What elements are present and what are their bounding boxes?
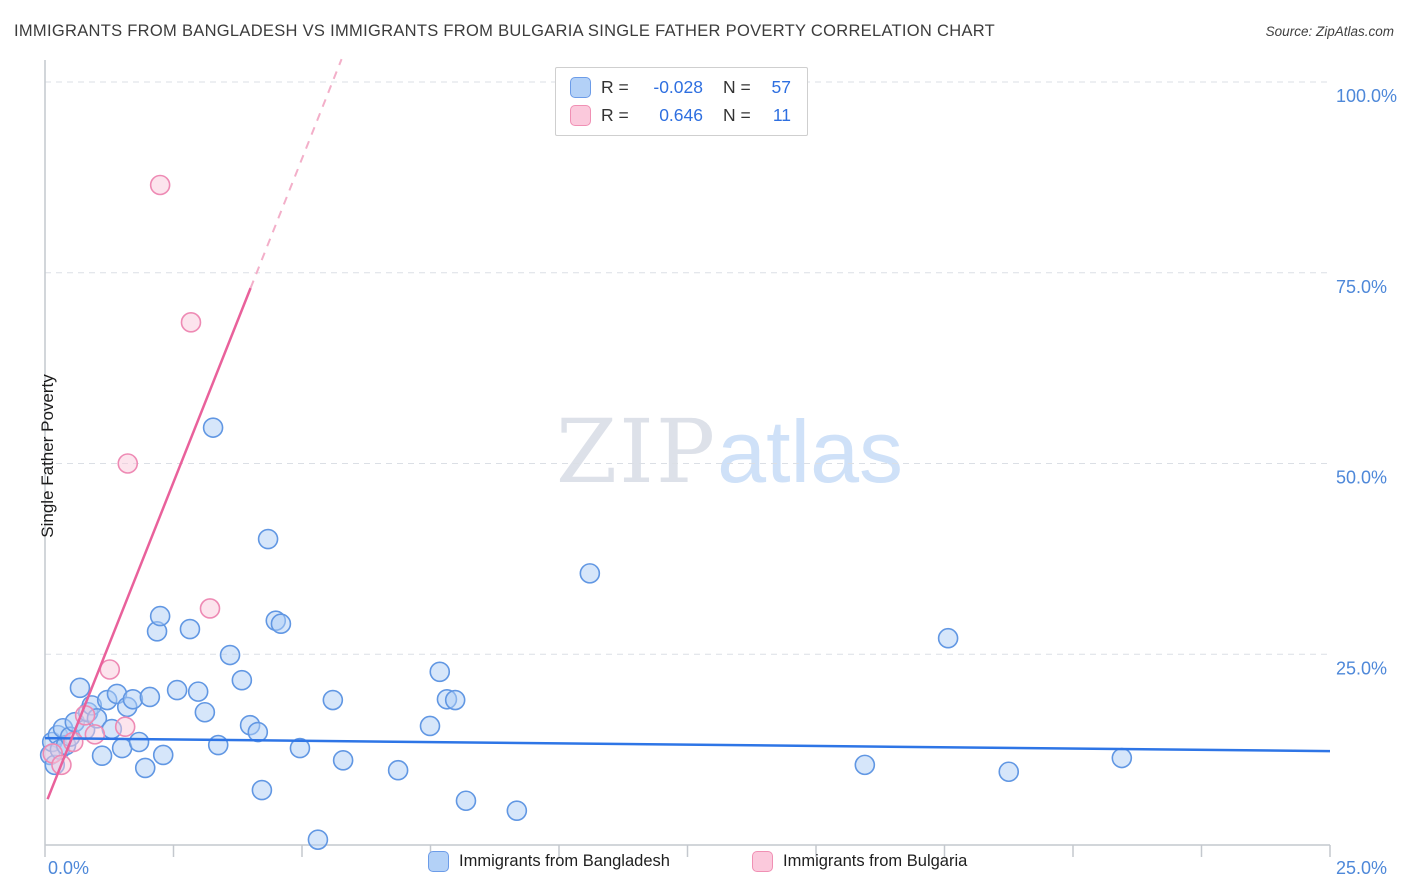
y-tick-label: 100.0% — [1336, 86, 1397, 106]
scatter-point — [187, 681, 209, 702]
scatter-point — [854, 754, 876, 776]
legend-row-bangladesh: R = -0.028 N = 57 — [570, 77, 791, 98]
bulgaria-swatch-icon — [570, 105, 591, 126]
scatter-point — [179, 618, 201, 640]
r-value: 0.646 — [659, 105, 703, 125]
scatter-point — [194, 701, 216, 723]
scatter-point — [322, 689, 344, 711]
scatter-point — [257, 528, 279, 550]
scatter-point — [251, 779, 273, 801]
scatter-point — [1111, 747, 1133, 769]
scatter-point — [69, 677, 91, 699]
n-label: N = — [723, 77, 751, 97]
scatter-point — [231, 669, 253, 691]
n-label: N = — [723, 105, 751, 125]
page-title: IMMIGRANTS FROM BANGLADESH VS IMMIGRANTS… — [14, 22, 996, 40]
scatter-point — [139, 686, 161, 708]
scatter-point — [289, 737, 311, 759]
scatter-point — [84, 724, 106, 745]
source-label: Source: — [1265, 24, 1313, 39]
bangladesh-swatch-icon — [570, 77, 591, 98]
n-value: 57 — [771, 77, 791, 97]
y-axis-title: Single Father Poverty — [38, 374, 57, 538]
r-label: R = — [601, 105, 629, 125]
bottom-legend-bangladesh: Immigrants from Bangladesh — [428, 851, 670, 872]
r-label: R = — [601, 77, 629, 97]
watermark: ZIPatlas — [556, 408, 903, 496]
scatter-point — [180, 312, 202, 333]
bottom-legend-label: Immigrants from Bulgaria — [783, 852, 968, 870]
scatter-point — [128, 731, 150, 753]
scatter-point — [152, 744, 174, 766]
n-value: 11 — [772, 105, 791, 125]
x-tick-label-min: 0.0% — [48, 858, 89, 878]
scatter-point — [387, 759, 409, 781]
scatter-point — [122, 688, 144, 710]
x-tick-label-max: 25.0% — [1336, 858, 1387, 878]
scatter-point — [149, 605, 171, 627]
y-tick-label: 75.0% — [1336, 277, 1387, 297]
scatter-point — [111, 737, 133, 759]
scatter-point — [207, 734, 229, 756]
scatter-point — [332, 750, 354, 771]
scatter-point — [247, 721, 269, 743]
y-tick-label: 25.0% — [1336, 658, 1387, 678]
trend-line — [249, 58, 343, 289]
bottom-legend-label: Immigrants from Bangladesh — [459, 852, 670, 870]
scatter-point — [117, 453, 139, 474]
scatter-point — [270, 613, 292, 635]
scatter-point — [429, 661, 451, 683]
source-attribution: Source: ZipAtlas.com — [1266, 24, 1394, 39]
r-value: -0.028 — [653, 77, 703, 97]
scatter-point — [99, 659, 121, 680]
scatter-point — [91, 745, 113, 767]
correlation-legend: R = -0.028 N = 57 R = 0.646 N = 11 — [555, 67, 808, 136]
scatter-point — [307, 829, 329, 850]
trend-line — [46, 287, 252, 800]
scatter-point — [166, 679, 188, 701]
scatter-point — [937, 627, 959, 649]
y-tick-label: 50.0% — [1336, 468, 1387, 488]
trend-line — [44, 736, 1331, 753]
scatter-point — [202, 417, 224, 438]
scatter-point — [134, 757, 156, 779]
source-value: ZipAtlas.com — [1315, 24, 1394, 39]
scatter-point — [506, 800, 528, 821]
scatter-point — [199, 598, 221, 619]
scatter-point — [455, 790, 477, 812]
scatter-point — [149, 174, 171, 196]
scatter-point — [579, 563, 601, 584]
bulgaria-swatch-icon — [752, 851, 773, 872]
scatter-point — [219, 644, 241, 666]
watermark-zip: ZIP — [556, 400, 718, 503]
bangladesh-swatch-icon — [428, 851, 449, 872]
scatter-point — [419, 715, 441, 737]
scatter-point — [998, 761, 1020, 783]
watermark-atlas: atlas — [717, 402, 904, 501]
bottom-legend-bulgaria: Immigrants from Bulgaria — [752, 851, 967, 872]
legend-row-bulgaria: R = 0.646 N = 11 — [570, 105, 791, 126]
scatter-point — [444, 689, 466, 711]
scatter-point — [114, 716, 136, 738]
